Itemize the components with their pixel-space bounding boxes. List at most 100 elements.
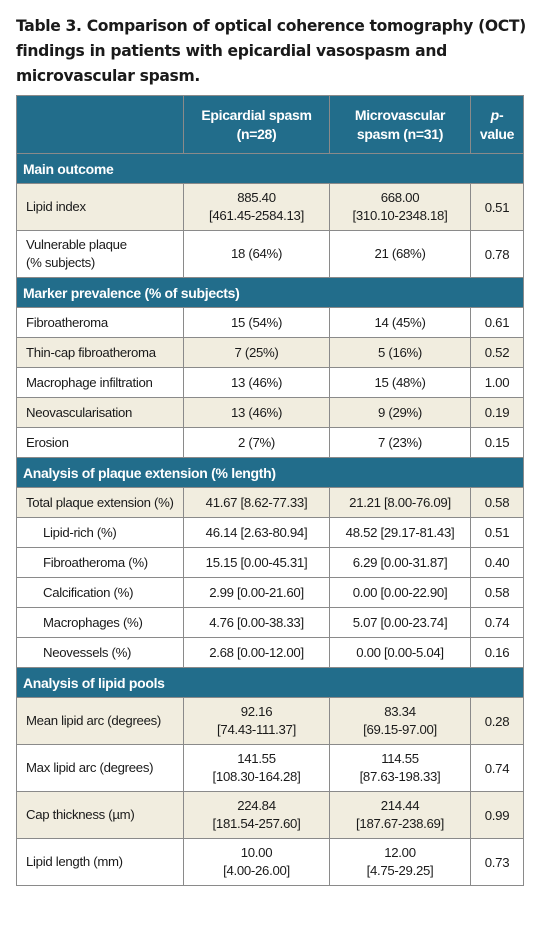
p-value: 0.16: [470, 637, 524, 668]
epicardial-value: 2 (7%): [237, 434, 276, 450]
epicardial-value: 41.67 [8.62-77.33]: [205, 494, 308, 510]
table-header-row: Epicardial spasm (n=28) Microvascular sp…: [16, 95, 524, 154]
row-label: Lipid length (mm): [26, 854, 123, 869]
row-label: Macrophage infiltration: [26, 374, 153, 390]
row-label: Neovessels (%): [43, 644, 132, 660]
row-label-cell: Fibroatheroma (%): [16, 547, 184, 578]
row-label: Vulnerable plaque: [26, 237, 127, 252]
epicardial-value-cell: 41.67 [8.62-77.33]: [183, 487, 330, 518]
epicardial-value-cell: 4.76 [0.00-38.33]: [183, 607, 330, 638]
microvascular-range: [4.75-29.25]: [366, 863, 434, 878]
p-value: 1.00: [470, 367, 524, 398]
row-label: Fibroatheroma (%): [43, 554, 148, 570]
epicardial-value: 141.55: [237, 751, 276, 766]
microvascular-range: [69.15-97.00]: [363, 722, 437, 737]
row-label-cell: Lipid index: [16, 183, 184, 231]
table-row: Fibroatheroma 15 (54%) 14 (45%) 0.61: [16, 307, 524, 338]
microvascular-value: 5 (16%): [377, 344, 423, 360]
row-label-cell: Lipid-rich (%): [16, 517, 184, 548]
epicardial-value-cell: 15 (54%): [183, 307, 330, 338]
microvascular-value: 48.52 [29.17-81.43]: [345, 524, 455, 540]
header-pvalue-italic: p: [490, 106, 500, 123]
section-header-row: Analysis of lipid pools: [16, 667, 524, 698]
p-value: 0.61: [470, 307, 524, 338]
microvascular-value-cell: 114.55 [87.63-198.33]: [329, 744, 471, 792]
epicardial-value: 885.40: [237, 190, 276, 205]
row-label-cell: Max lipid arc (degrees): [16, 744, 184, 792]
microvascular-value: 15 (48%): [374, 374, 426, 390]
table-row: Lipid-rich (%) 46.14 [2.63-80.94] 48.52 [2…: [16, 517, 524, 548]
epicardial-value: 18 (64%): [230, 246, 283, 261]
microvascular-value: 9 (29%): [377, 404, 423, 420]
epicardial-value: 7 (25%): [234, 344, 279, 360]
epicardial-value-cell: 2 (7%): [183, 427, 330, 458]
table-row: Cap thickness (µm) 224.84 [181.54-257.60] 2…: [16, 791, 524, 839]
header-microvascular-line1: Microvascular: [354, 106, 446, 123]
row-label: Cap thickness (µm): [26, 807, 135, 822]
row-label: Macrophages (%): [43, 614, 143, 630]
p-value: 0.28: [470, 697, 524, 745]
p-value: 0.15: [470, 427, 524, 458]
table-row: Mean lipid arc (degrees) 92.16 [74.43-111.…: [16, 697, 524, 745]
header-epicardial-line2: (n=28): [236, 125, 277, 142]
table-row: Fibroatheroma (%) 15.15 [0.00-45.31] 6.29 …: [16, 547, 524, 578]
epicardial-value-cell: 885.40 [461.45-2584.13]: [183, 183, 330, 231]
table-row: Macrophages (%) 4.76 [0.00-38.33] 5.07 [0.…: [16, 607, 524, 638]
row-label-cell: Calcification (%): [16, 577, 184, 608]
p-value: 0.19: [470, 397, 524, 428]
section-title: Main outcome: [16, 153, 524, 184]
row-label-cell: Macrophage infiltration: [16, 367, 184, 398]
section-title: Analysis of lipid pools: [16, 667, 524, 698]
section-header-row: Main outcome: [16, 153, 524, 184]
epicardial-range: [74.43-111.37]: [217, 722, 296, 737]
epicardial-value-cell: 2.99 [0.00-21.60]: [183, 577, 330, 608]
epicardial-value: 13 (46%): [230, 404, 283, 420]
epicardial-range: [461.45-2584.13]: [209, 208, 304, 223]
microvascular-value-cell: 83.34 [69.15-97.00]: [329, 697, 471, 745]
microvascular-value-cell: 7 (23%): [329, 427, 471, 458]
table-row: Max lipid arc (degrees) 141.55 [108.30-164…: [16, 744, 524, 792]
epicardial-value: 46.14 [2.63-80.94]: [205, 524, 308, 540]
p-value: 0.73: [470, 838, 524, 886]
epicardial-value: 13 (46%): [230, 374, 283, 390]
epicardial-value-cell: 15.15 [0.00-45.31]: [183, 547, 330, 578]
microvascular-value-cell: 15 (48%): [329, 367, 471, 398]
table-row: Vulnerable plaque (% subjects) 18 (64%) 21 …: [16, 230, 524, 278]
row-label: Max lipid arc (degrees): [26, 760, 154, 775]
microvascular-value: 5.07 [0.00-23.74]: [352, 614, 448, 630]
epicardial-value-cell: 18 (64%): [183, 230, 330, 278]
microvascular-value-cell: 48.52 [29.17-81.43]: [329, 517, 471, 548]
row-label-cell: Neovessels (%): [16, 637, 184, 668]
row-label: Fibroatheroma: [26, 314, 108, 330]
epicardial-value-cell: 141.55 [108.30-164.28]: [183, 744, 330, 792]
epicardial-value: 10.00: [240, 845, 273, 860]
row-label-cell: Macrophages (%): [16, 607, 184, 638]
row-label-line2: (% subjects): [26, 255, 95, 270]
header-microvascular: Microvascular spasm (n=31): [329, 95, 471, 154]
microvascular-value: 6.29 [0.00-31.87]: [352, 554, 448, 570]
microvascular-value-cell: 21.21 [8.00-76.09]: [329, 487, 471, 518]
row-label-cell: Fibroatheroma: [16, 307, 184, 338]
epicardial-range: [108.30-164.28]: [212, 769, 301, 784]
epicardial-value: 92.16: [240, 704, 273, 719]
microvascular-value: 668.00: [380, 190, 420, 205]
microvascular-value: 7 (23%): [377, 434, 423, 450]
p-value: 0.78: [470, 230, 524, 278]
row-label: Mean lipid arc (degrees): [26, 713, 161, 728]
table-row: Lipid length (mm) 10.00 [4.00-26.00] 12.00 […: [16, 838, 524, 886]
table-row: Neovessels (%) 2.68 [0.00-12.00] 0.00 [0.0…: [16, 637, 524, 668]
epicardial-value-cell: 13 (46%): [183, 397, 330, 428]
epicardial-value-cell: 13 (46%): [183, 367, 330, 398]
row-label: Erosion: [26, 434, 69, 450]
header-pvalue: p-value: [470, 95, 524, 154]
p-value: 0.52: [470, 337, 524, 368]
microvascular-value: 21 (68%): [374, 246, 426, 261]
section-header-row: Marker prevalence (% of subjects): [16, 277, 524, 308]
row-label: Lipid-rich (%): [43, 524, 117, 540]
epicardial-range: [181.54-257.60]: [212, 816, 301, 831]
microvascular-value-cell: 214.44 [187.67-238.69]: [329, 791, 471, 839]
p-value: 0.74: [470, 744, 524, 792]
microvascular-value-cell: 14 (45%): [329, 307, 471, 338]
epicardial-range: [4.00-26.00]: [223, 863, 290, 878]
p-value: 0.74: [470, 607, 524, 638]
